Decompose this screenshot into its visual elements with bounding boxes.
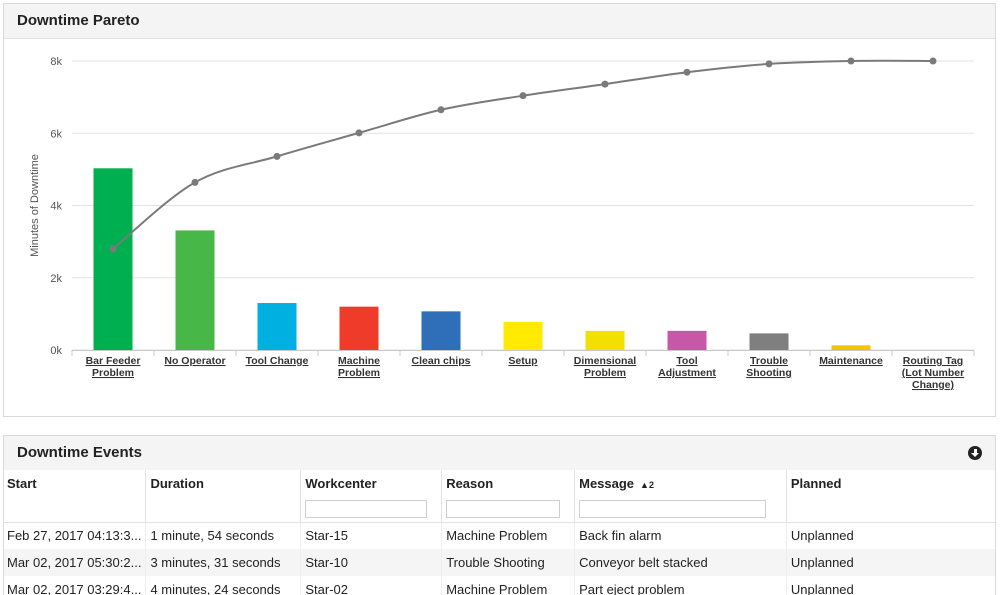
- bar: [831, 345, 871, 350]
- category-label: Bar Feeder Problem: [86, 355, 141, 379]
- reason-filter-input[interactable]: [446, 500, 561, 518]
- message-filter-input[interactable]: [579, 500, 766, 518]
- bar: [93, 168, 133, 350]
- column-header-label: Message: [579, 476, 635, 491]
- cumulative-point: [191, 178, 199, 186]
- downtime-pareto-panel: Downtime Pareto 0k 2k 4k 6k 8k Minutes of Dow…: [3, 3, 996, 417]
- table-cell: Feb 27, 2017 04:13:3...: [4, 522, 147, 549]
- cumulative-point: [109, 245, 117, 253]
- table-cell: Back fin alarm: [574, 522, 787, 549]
- bar: [175, 230, 215, 350]
- category-label: Routing Tag (Lot Number Change): [902, 355, 964, 391]
- column-header-message[interactable]: Message ▲2: [574, 470, 787, 523]
- bar: [503, 321, 543, 350]
- pareto-header: Downtime Pareto: [4, 4, 995, 39]
- category-label: Tool Adjustment: [658, 355, 716, 379]
- cumulative-point: [273, 152, 281, 160]
- column-header-reason[interactable]: Reason: [441, 470, 576, 523]
- table-cell: Star-02: [300, 576, 443, 595]
- table-cell: Unplanned: [790, 582, 854, 595]
- column-header-label: Start: [7, 476, 37, 491]
- category-label: Setup: [508, 355, 537, 367]
- events-body: Feb 27, 2017 04:13:3... 1 minute, 54 seco…: [4, 522, 995, 595]
- column-header-label: Reason: [446, 476, 494, 491]
- events-title: Downtime Events: [17, 444, 143, 461]
- table-cell: Machine Problem: [441, 522, 576, 549]
- events-table: Start Duration Workcenter Reason Message ▲2 Pl…: [4, 470, 995, 595]
- table-cell: Star-10: [300, 549, 443, 576]
- bar: [667, 330, 707, 350]
- category-label: No Operator: [164, 355, 225, 367]
- downtime-events-panel: Downtime Events Start Duration Workcenter R…: [3, 435, 996, 595]
- category-label: Tool Change: [246, 355, 309, 367]
- table-cell: Unplanned: [786, 549, 995, 576]
- cumulative-point: [437, 106, 445, 114]
- column-header-planned[interactable]: Planned: [786, 470, 995, 523]
- category-label: Machine Problem: [338, 355, 380, 379]
- table-cell: Mar 02, 2017 05:30:2...: [4, 549, 147, 576]
- y-tick-label: 6k: [50, 128, 62, 140]
- table-row[interactable]: Mar 02, 2017 05:30:2... 3 minutes, 31 sec…: [4, 549, 995, 576]
- pareto-chart: 0k 2k 4k 6k 8k Minutes of Downtime Bar Feeder P…: [29, 56, 975, 391]
- column-header-start[interactable]: Start: [4, 470, 147, 523]
- y-tick-label: 8k: [50, 56, 62, 68]
- cumulative-line: [112, 59, 934, 250]
- cumulative-point: [765, 60, 773, 68]
- table-row[interactable]: Feb 27, 2017 04:13:3... 1 minute, 54 seco…: [4, 522, 995, 549]
- category-label: Clean chips: [412, 355, 471, 367]
- y-tick-label: 0k: [50, 345, 62, 357]
- bar: [749, 333, 789, 350]
- sort-indicator-icon: ▲2: [640, 480, 654, 490]
- bar: [257, 303, 297, 350]
- table-row[interactable]: Mar 02, 2017 03:29:4... 4 minutes, 24 sec…: [4, 576, 995, 595]
- events-header: Downtime Events: [4, 436, 995, 471]
- category-label: Dimensional Problem: [574, 355, 637, 379]
- table-cell: 3 minutes, 31 seconds: [145, 549, 302, 576]
- category-label: Trouble Shooting: [746, 355, 792, 379]
- cumulative-point: [929, 57, 937, 65]
- table-cell: Star-15: [300, 522, 443, 549]
- workcenter-filter-input[interactable]: [305, 500, 427, 518]
- pareto-title: Downtime Pareto: [17, 12, 140, 29]
- category-label: Maintenance: [819, 355, 883, 367]
- column-header-label: Workcenter: [305, 476, 377, 491]
- table-cell: Part eject problem: [574, 576, 787, 595]
- table-cell: 1 minute, 54 seconds: [145, 522, 302, 549]
- table-cell: Unplanned: [790, 528, 854, 544]
- cumulative-point: [601, 80, 609, 88]
- cumulative-point: [683, 68, 691, 76]
- download-icon[interactable]: [968, 446, 982, 460]
- table-cell: Machine Problem: [441, 576, 576, 595]
- events-header-row: Start Duration Workcenter Reason Message ▲2 Pl…: [4, 470, 995, 523]
- table-cell: Mar 02, 2017 03:29:4...: [4, 576, 147, 595]
- y-axis-title: Minutes of Downtime: [29, 154, 41, 257]
- cumulative-point: [355, 129, 363, 137]
- bar: [421, 311, 461, 350]
- table-cell: Trouble Shooting: [441, 549, 576, 576]
- cumulative-point: [519, 92, 527, 100]
- table-cell: Conveyor belt stacked: [574, 549, 787, 576]
- bar: [585, 330, 625, 350]
- y-tick-label: 4k: [50, 201, 62, 213]
- column-header-label: Duration: [150, 476, 204, 491]
- column-header-duration[interactable]: Duration: [145, 470, 302, 523]
- table-cell: 4 minutes, 24 seconds: [145, 576, 302, 595]
- column-header-label: Planned: [790, 476, 842, 491]
- cumulative-point: [847, 57, 855, 65]
- bar: [339, 306, 379, 350]
- y-tick-label: 2k: [50, 273, 62, 285]
- column-header-workcenter[interactable]: Workcenter: [300, 470, 443, 523]
